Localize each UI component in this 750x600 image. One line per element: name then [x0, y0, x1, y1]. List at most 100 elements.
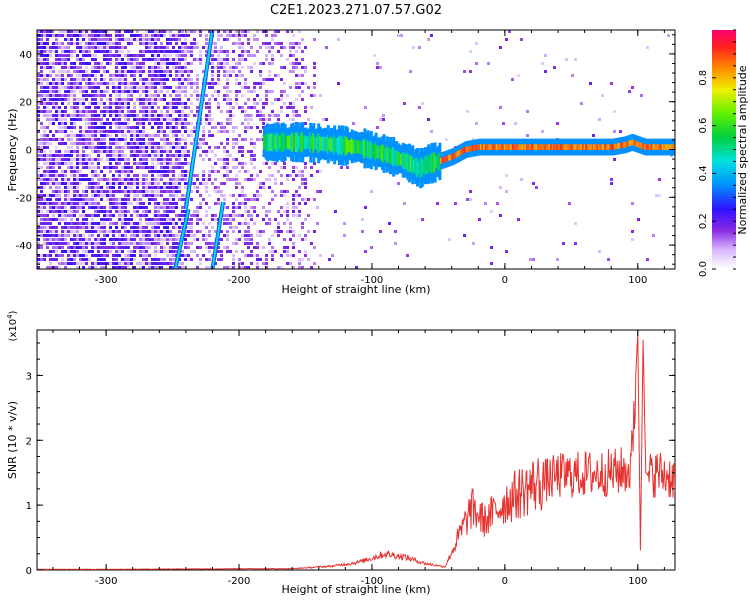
heatmap-noise-cell [229, 154, 232, 157]
heatmap-noise-cell [160, 70, 163, 73]
heatmap-noise-cell [286, 250, 289, 253]
heatmap-noise-cell [259, 138, 262, 141]
heatmap-noise-cell [178, 150, 181, 153]
heatmap-noise-cell [208, 266, 211, 269]
heatmap-noise-cell [199, 58, 202, 61]
heatmap-noise-cell [37, 198, 40, 201]
heatmap-noise-cell [208, 158, 211, 161]
heatmap-noise-cell [154, 178, 157, 181]
heatmap-noise-cell [133, 58, 136, 61]
heatmap-noise-cell [178, 238, 181, 241]
heatmap-noise-cell [64, 170, 67, 173]
heatmap-noise-cell [100, 66, 103, 69]
heatmap-noise-cell [142, 42, 145, 45]
heatmap-noise-cell [100, 46, 103, 49]
heatmap-noise-cell [58, 186, 61, 189]
heatmap-noise-cell [154, 242, 157, 245]
heatmap-ridge-cell [642, 143, 646, 150]
heatmap-noise-cell [232, 42, 235, 45]
heatmap-noise-cell [148, 190, 151, 193]
heatmap-noise-cell [247, 66, 250, 69]
heatmap-noise-cell [262, 126, 265, 129]
heatmap-noise-cell [151, 78, 154, 81]
heatmap-noise-cell [79, 102, 82, 105]
heatmap-noise-cell [250, 250, 253, 253]
heatmap-noise-cell [49, 162, 52, 165]
heatmap-ridge-cell [385, 145, 389, 164]
heatmap-noise-cell [124, 262, 127, 265]
heatmap-noise-cell [160, 90, 163, 93]
heatmap-noise-cell [178, 218, 181, 221]
heatmap-noise-cell [226, 74, 229, 77]
heatmap-noise-cell [436, 202, 439, 205]
heatmap-noise-cell [166, 110, 169, 113]
heatmap-noise-cell [85, 262, 88, 265]
heatmap-noise-cell [247, 238, 250, 241]
heatmap-noise-cell [235, 178, 238, 181]
heatmap-noise-cell [337, 38, 340, 41]
heatmap-noise-cell [85, 162, 88, 165]
heatmap-noise-cell [199, 154, 202, 157]
heatmap-noise-cell [127, 62, 130, 65]
heatmap-noise-cell [160, 170, 163, 173]
heatmap-noise-cell [157, 238, 160, 241]
heatmap-noise-cell [217, 82, 220, 85]
heatmap-noise-cell [190, 142, 193, 145]
heatmap-noise-cell [124, 46, 127, 49]
heatmap-noise-cell [124, 62, 127, 65]
heatmap-noise-cell [76, 54, 79, 57]
heatmap-noise-cell [517, 218, 520, 221]
heatmap-noise-cell [145, 34, 148, 37]
heatmap-noise-cell [172, 206, 175, 209]
heatmap-noise-cell [565, 58, 568, 61]
heatmap-noise-cell [295, 66, 298, 69]
heatmap-noise-cell [217, 62, 220, 65]
heatmap-noise-cell [88, 62, 91, 65]
heatmap-noise-cell [241, 250, 244, 253]
heatmap-noise-cell [124, 78, 127, 81]
heatmap-noise-cell [208, 242, 211, 245]
heatmap-noise-cell [607, 258, 610, 261]
heatmap-noise-cell [127, 238, 130, 241]
heatmap-noise-cell [43, 222, 46, 225]
heatmap-noise-cell [250, 66, 253, 69]
heatmap-noise-cell [205, 38, 208, 41]
spectrogram-y-label: Frequency (Hz) [6, 109, 19, 192]
heatmap-noise-cell [46, 98, 49, 101]
heatmap-noise-cell [76, 74, 79, 77]
heatmap-noise-cell [91, 186, 94, 189]
heatmap-noise-cell [157, 226, 160, 229]
heatmap-noise-cell [106, 42, 109, 45]
heatmap-noise-cell [58, 262, 61, 265]
heatmap-noise-cell [109, 194, 112, 197]
heatmap-ridge-cell [285, 136, 289, 149]
heatmap-noise-cell [205, 106, 208, 109]
heatmap-noise-cell [151, 94, 154, 97]
heatmap-noise-cell [226, 94, 229, 97]
heatmap-noise-cell [271, 78, 274, 81]
heatmap-noise-cell [145, 58, 148, 61]
heatmap-noise-cell [196, 230, 199, 233]
heatmap-ridge-cell [570, 144, 574, 150]
heatmap-noise-cell [145, 134, 148, 137]
heatmap-noise-cell [58, 198, 61, 201]
heatmap-sweep [184, 30, 214, 210]
heatmap-noise-cell [82, 190, 85, 193]
heatmap-noise-cell [190, 226, 193, 229]
heatmap-noise-cell [163, 162, 166, 165]
heatmap-noise-cell [190, 198, 193, 201]
heatmap-noise-cell [151, 118, 154, 121]
heatmap-noise-cell [97, 250, 100, 253]
heatmap-ridge-cell [443, 156, 447, 163]
heatmap-noise-cell [136, 98, 139, 101]
heatmap-noise-cell [64, 234, 67, 237]
heatmap-noise-cell [223, 198, 226, 201]
heatmap-noise-cell [214, 214, 217, 217]
heatmap-noise-cell [88, 34, 91, 37]
heatmap-noise-cell [613, 110, 616, 113]
heatmap-noise-cell [181, 266, 184, 269]
heatmap-noise-cell [238, 38, 241, 41]
heatmap-noise-cell [112, 130, 115, 133]
heatmap-noise-cell [541, 130, 544, 133]
heatmap-noise-cell [172, 142, 175, 145]
